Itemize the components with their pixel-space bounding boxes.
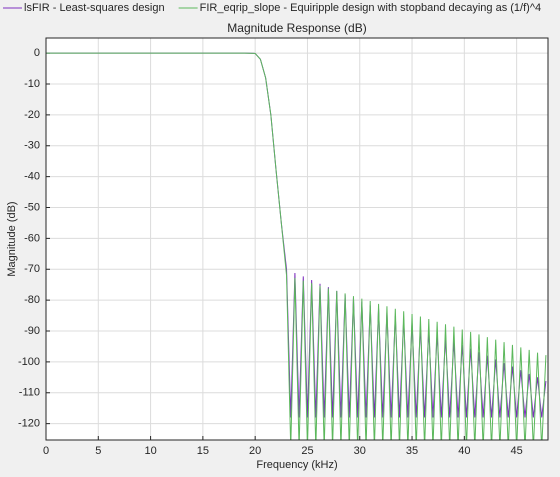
x-tick-label: 20	[249, 445, 261, 457]
x-tick-label: 5	[95, 445, 101, 457]
legend-label: lsFIR - Least-squares design	[24, 2, 165, 14]
legend-label: FIR_eqrip_slope - Equiripple design with…	[200, 2, 541, 14]
x-tick-label: 30	[354, 445, 366, 457]
y-tick-label: -120	[18, 418, 40, 430]
line-series	[46, 52, 547, 440]
x-tick-label: 10	[144, 445, 156, 457]
y-tick-label: -40	[24, 171, 40, 183]
x-tick-label: 25	[301, 445, 313, 457]
y-tick-label: -10	[24, 78, 40, 90]
x-tick-label: 15	[197, 445, 209, 457]
x-tick-label: 0	[43, 445, 49, 457]
y-tick-label: -20	[24, 109, 40, 121]
y-tick-label: -30	[24, 140, 40, 152]
y-axis-label: Magnitude (dB)	[6, 201, 18, 276]
y-tick-label: -50	[24, 201, 40, 213]
x-tick-label: 40	[458, 445, 470, 457]
y-tick-label: -70	[24, 263, 40, 275]
chart-title: Magnitude Response (dB)	[227, 21, 366, 35]
y-tick-label: 0	[34, 47, 40, 59]
y-tick-label: -80	[24, 294, 40, 306]
x-axis-label: Frequency (kHz)	[256, 459, 337, 471]
y-tick-label: -100	[18, 356, 40, 368]
y-tick-label: -60	[24, 232, 40, 244]
x-tick-label: 45	[511, 445, 523, 457]
y-tick-label: -90	[24, 325, 40, 337]
x-tick-label: 35	[406, 445, 418, 457]
y-tick-label: -110	[19, 387, 40, 399]
plot-frame	[45, 37, 549, 441]
plot-lines	[46, 52, 547, 440]
